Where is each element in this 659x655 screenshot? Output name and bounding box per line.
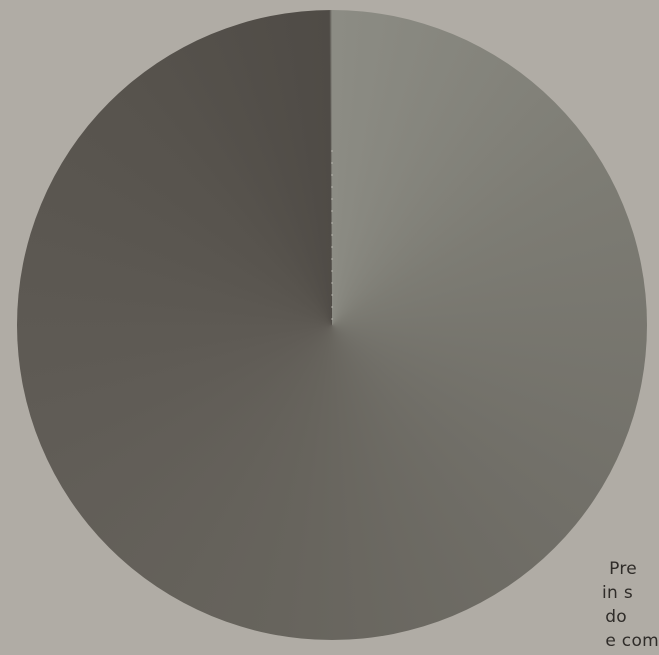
caption-line-3: do xyxy=(605,607,627,627)
disc-seam xyxy=(331,150,333,325)
caption-line-2: in s xyxy=(602,583,633,603)
caption-line-1: Pre xyxy=(609,559,637,579)
caption-text: Pre in s do e com xyxy=(437,557,659,653)
shaded-disc xyxy=(17,10,647,640)
caption-line-4: e com xyxy=(605,631,659,651)
